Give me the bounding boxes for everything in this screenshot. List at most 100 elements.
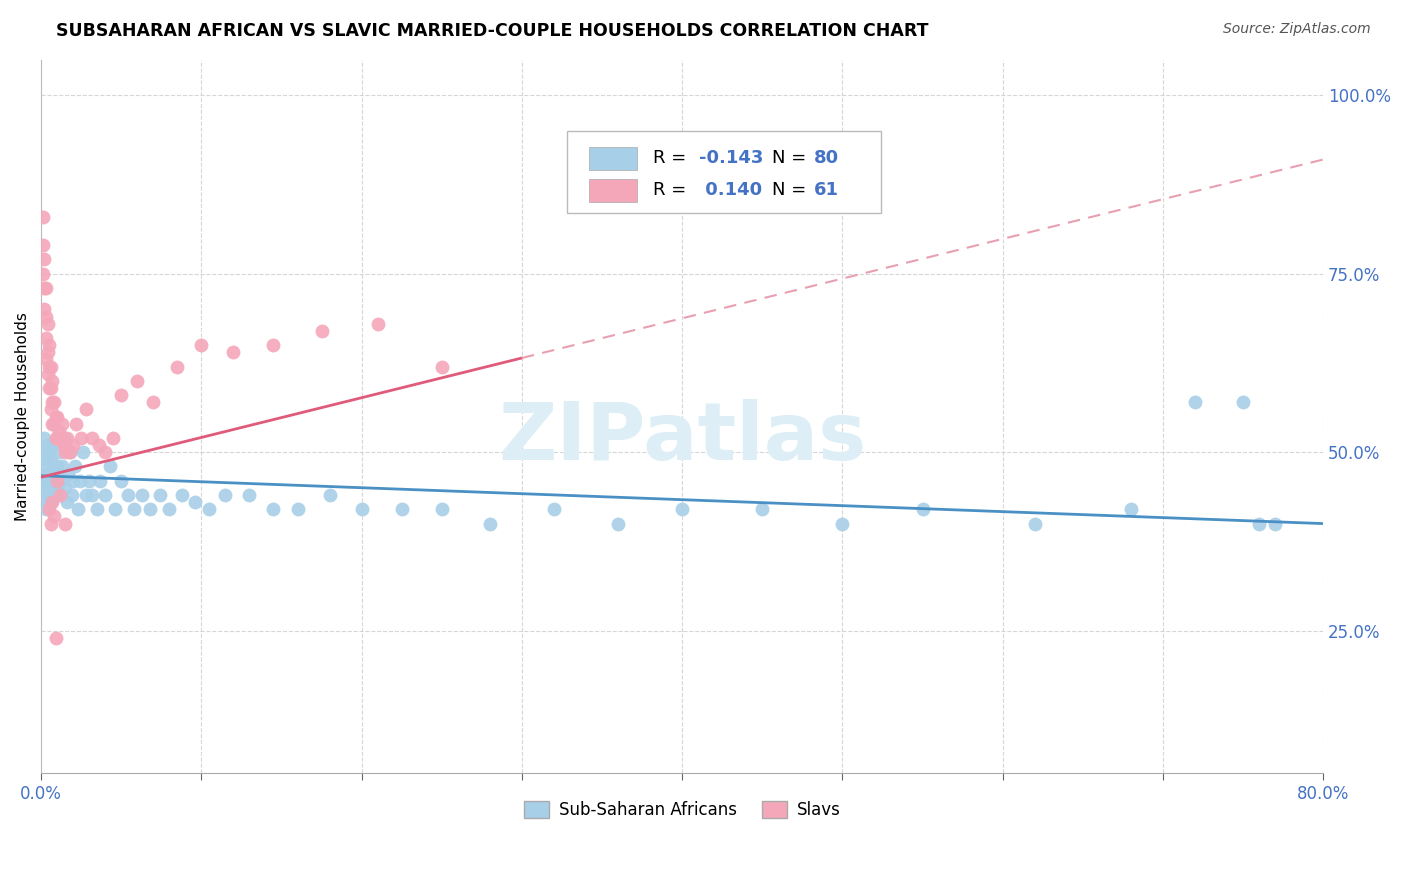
Point (52, 438, 75, 452)
Point (31, 210, 53, 224)
Point (238, 488, 260, 502)
Point (53, 445, 76, 459)
Point (66, 502, 89, 516)
Point (75, 402, 97, 417)
Point (59, 445, 82, 459)
Text: -0.143: -0.143 (699, 149, 763, 167)
Point (41, 488, 63, 502)
Point (35, 481, 58, 495)
Point (911, 502, 934, 516)
Legend: Sub-Saharan Africans, Slavs: Sub-Saharan Africans, Slavs (517, 794, 848, 826)
Point (287, 502, 309, 516)
Point (751, 502, 773, 516)
Point (39, 495, 62, 509)
Point (166, 359, 188, 374)
Point (35, 467, 58, 481)
Point (104, 502, 127, 516)
Point (139, 502, 162, 516)
Point (34, 431, 56, 445)
Point (31, 474, 53, 488)
Point (350, 502, 373, 516)
Point (34, 302, 56, 317)
Point (41, 417, 63, 431)
Point (37, 345, 59, 359)
Point (63, 459, 86, 474)
Point (42, 417, 65, 431)
Point (51, 417, 73, 431)
Text: N =: N = (772, 181, 811, 199)
Point (1264, 516, 1286, 531)
Point (65, 417, 87, 431)
Point (48, 424, 70, 438)
Point (55, 431, 77, 445)
Point (37, 367, 59, 381)
Point (35, 331, 58, 345)
Point (430, 359, 453, 374)
Point (41, 438, 63, 452)
Point (31, 238, 53, 252)
Point (39, 402, 62, 417)
Point (1247, 516, 1270, 531)
Point (49, 431, 72, 445)
Point (42, 481, 65, 495)
Point (214, 488, 236, 502)
Point (34, 459, 56, 474)
Point (53, 516, 76, 531)
Point (131, 488, 153, 502)
Text: 61: 61 (814, 181, 839, 199)
Point (607, 516, 630, 531)
Point (478, 516, 501, 531)
Point (42, 459, 65, 474)
Point (172, 488, 194, 502)
Point (38, 338, 60, 352)
Point (35, 310, 58, 324)
Point (46, 481, 69, 495)
Point (311, 324, 333, 338)
Point (38, 445, 60, 459)
Point (222, 345, 245, 359)
Point (1232, 395, 1254, 409)
Point (184, 495, 207, 509)
Point (53, 481, 76, 495)
Point (103, 431, 125, 445)
Point (41, 467, 63, 481)
Point (391, 502, 413, 516)
Point (62, 474, 84, 488)
FancyBboxPatch shape (589, 178, 637, 202)
Point (39, 516, 62, 531)
Text: SUBSAHARAN AFRICAN VS SLAVIC MARRIED-COUPLE HOUSEHOLDS CORRELATION CHART: SUBSAHARAN AFRICAN VS SLAVIC MARRIED-COU… (56, 22, 929, 40)
Point (198, 502, 221, 516)
Point (52, 431, 75, 445)
Point (44, 488, 66, 502)
Point (37, 495, 59, 509)
FancyBboxPatch shape (567, 131, 880, 213)
Point (430, 502, 453, 516)
Point (34, 281, 56, 295)
Point (543, 502, 565, 516)
Point (62, 438, 84, 452)
Point (38, 359, 60, 374)
Point (110, 388, 132, 402)
Point (142, 395, 165, 409)
Point (38, 381, 60, 395)
Point (1184, 395, 1206, 409)
Point (38, 467, 60, 481)
Point (46, 431, 69, 445)
Point (41, 374, 63, 388)
Point (44, 631, 66, 645)
Point (190, 338, 212, 352)
Point (35, 281, 58, 295)
Point (34, 252, 56, 267)
Point (35, 352, 58, 367)
Point (82, 431, 104, 445)
Point (34, 488, 56, 502)
Point (367, 317, 389, 331)
Point (35, 452, 58, 467)
Point (44, 467, 66, 481)
Point (77, 474, 100, 488)
Point (41, 495, 63, 509)
Point (42, 395, 65, 409)
Text: ZIPatlas: ZIPatlas (498, 399, 866, 477)
Y-axis label: Married-couple Households: Married-couple Households (15, 312, 30, 521)
Point (46, 409, 69, 424)
